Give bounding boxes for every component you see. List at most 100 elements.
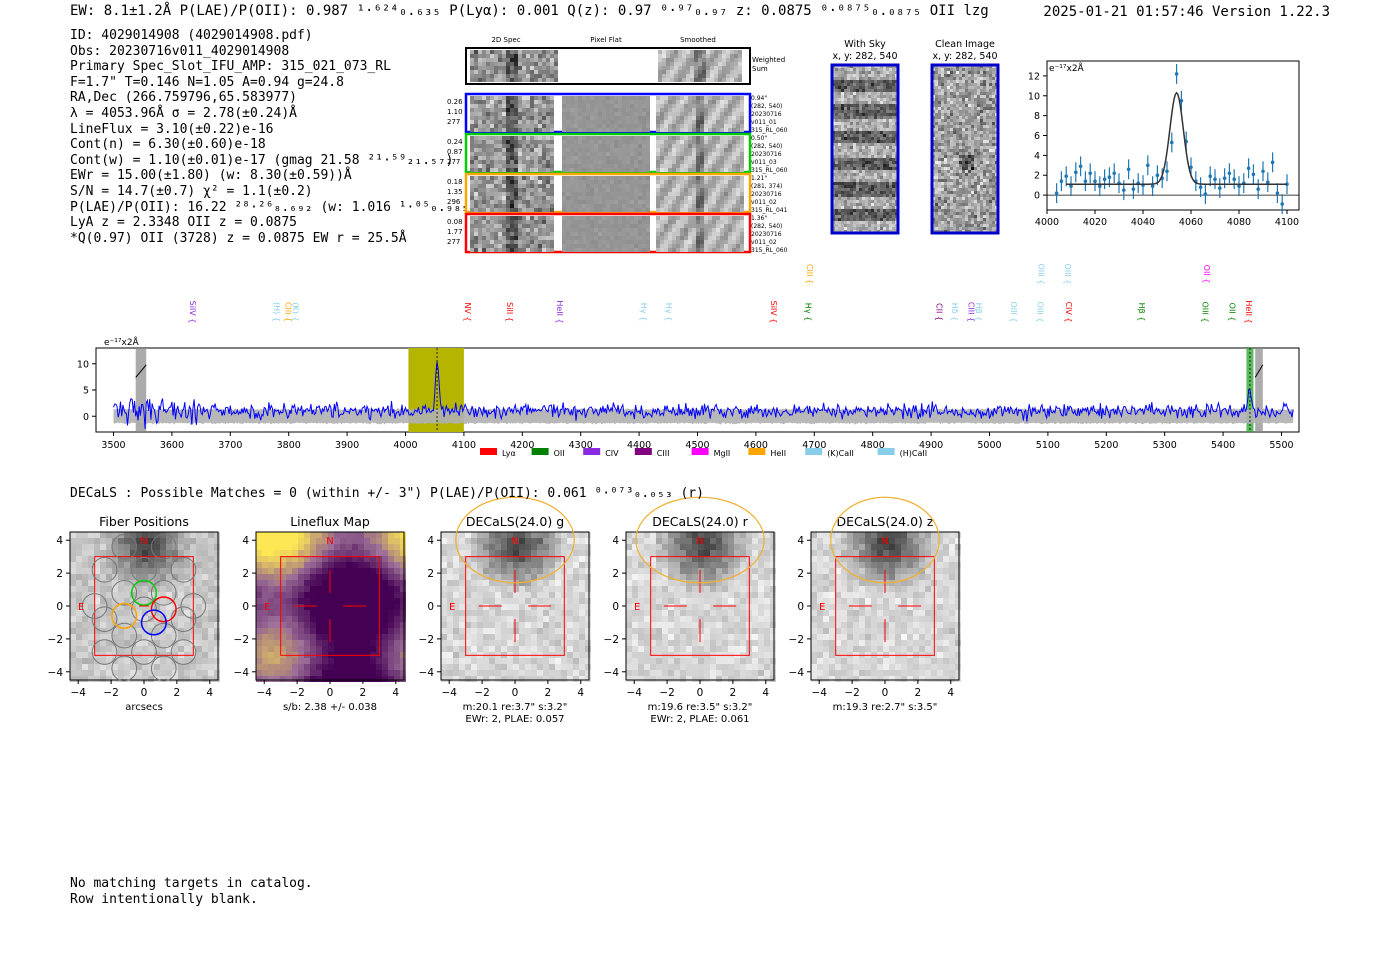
sky-pixel [847, 164, 850, 167]
sky-pixel [865, 134, 868, 137]
weighted-sum-2d-pixels [478, 58, 482, 62]
sky-pixel [992, 143, 995, 146]
row-flat-pixels [566, 140, 570, 144]
sky-pixel [847, 68, 850, 71]
sky-pixel [935, 140, 938, 143]
row-flat-pixels [622, 192, 626, 196]
row-2d-pixels [494, 216, 498, 220]
sky-pixel [847, 206, 850, 209]
sky-pixel [835, 89, 838, 92]
row-2d-pixels [490, 108, 494, 112]
sky-pixel [868, 152, 871, 155]
row-smoothed-pixels [672, 248, 676, 252]
sky-pixel [992, 137, 995, 140]
row-flat-pixels [610, 108, 614, 112]
sky-pixel [953, 80, 956, 83]
row-smoothed-pixels [692, 160, 696, 164]
row-2d-pixels [526, 224, 530, 228]
row-smoothed-pixels [696, 232, 700, 236]
sky-pixel [935, 86, 938, 89]
row-smoothed-pixels [712, 140, 716, 144]
sky-pixel [989, 77, 992, 80]
weighted-sum-2d-pixels [482, 74, 486, 78]
sky-pixel [953, 110, 956, 113]
sky-pixel [965, 98, 968, 101]
sky-pixel [841, 74, 844, 77]
row-flat-pixels [562, 152, 566, 156]
sky-pixel [892, 110, 895, 113]
row-flat-pixels [610, 208, 614, 212]
row-flat-pixels [606, 140, 610, 144]
sky-pixel [944, 167, 947, 170]
sky-pixel [941, 98, 944, 101]
row-2d-pixels [534, 128, 538, 132]
row-flat-pixels [646, 124, 650, 128]
weighted-sum-smoothed-pixels [658, 58, 662, 62]
sky-pixel [859, 107, 862, 110]
sky-pixel [889, 107, 892, 110]
row-smoothed-pixels [672, 164, 676, 168]
sky-pixel [856, 122, 859, 125]
sky-pixel [877, 152, 880, 155]
sky-pixel [835, 86, 838, 89]
sky-pixel [853, 215, 856, 218]
sky-pixel [883, 158, 886, 161]
row-2d-pixels [510, 100, 514, 104]
sky-pixel [871, 227, 874, 230]
sky-pixel [841, 101, 844, 104]
row-2d-pixels [478, 116, 482, 120]
row-2d-pixels [522, 208, 526, 212]
row-2d-pixels [538, 100, 542, 104]
sky-pixel [838, 164, 841, 167]
sky-pixel [971, 71, 974, 74]
sky-pixel [959, 176, 962, 179]
row-flat-pixels [642, 232, 646, 236]
sky-pixel [865, 107, 868, 110]
row-flat-pixels [566, 176, 570, 180]
row-flat-pixels [642, 108, 646, 112]
weighted-sum-smoothed-pixels [674, 70, 678, 74]
sky-pixel [889, 131, 892, 134]
sky-pixel [962, 128, 965, 131]
sky-pixel [859, 152, 862, 155]
sky-pixel [986, 125, 989, 128]
sky-pixel [883, 191, 886, 194]
sky-pixel [841, 110, 844, 113]
row-smoothed-pixels [712, 224, 716, 228]
row-flat-pixels [570, 128, 574, 132]
weighted-sum-smoothed-pixels [726, 66, 730, 70]
sky-pixel [959, 155, 962, 158]
sky-pixel [880, 155, 883, 158]
sky-pixel [980, 176, 983, 179]
row-smoothed-pixels [680, 228, 684, 232]
sky-pixel [859, 71, 862, 74]
weighted-sum-2d-pixels [554, 74, 558, 78]
sky-pixel [971, 152, 974, 155]
row-smoothed-pixels [724, 248, 728, 252]
sky-pixel [853, 143, 856, 146]
weighted-sum-2d-pixels [542, 66, 546, 70]
row-smoothed-pixels [736, 180, 740, 184]
row-2d-pixels [474, 144, 478, 148]
sky-pixel [968, 194, 971, 197]
sky-pixel [880, 179, 883, 182]
column-gap [652, 134, 656, 172]
sky-pixel [968, 197, 971, 200]
sky-pixel [838, 149, 841, 152]
sky-pixel [880, 206, 883, 209]
weighted-sum-smoothed-pixels [726, 78, 730, 82]
sky-pixel [953, 179, 956, 182]
sky-pixel [935, 107, 938, 110]
sky-pixel [868, 71, 871, 74]
sky-panel-subtitle: x, y: 282, 540 [932, 51, 997, 62]
sky-pixel [956, 134, 959, 137]
row-2d-pixels [478, 208, 482, 212]
row-flat-pixels [646, 164, 650, 168]
row-flat-pixels [630, 156, 634, 160]
row-2d-pixels [514, 136, 518, 140]
row-smoothed-pixels [712, 244, 716, 248]
sky-pixel [853, 194, 856, 197]
sky-pixel [983, 116, 986, 119]
sky-pixel [853, 86, 856, 89]
row-2d-pixels [534, 156, 538, 160]
